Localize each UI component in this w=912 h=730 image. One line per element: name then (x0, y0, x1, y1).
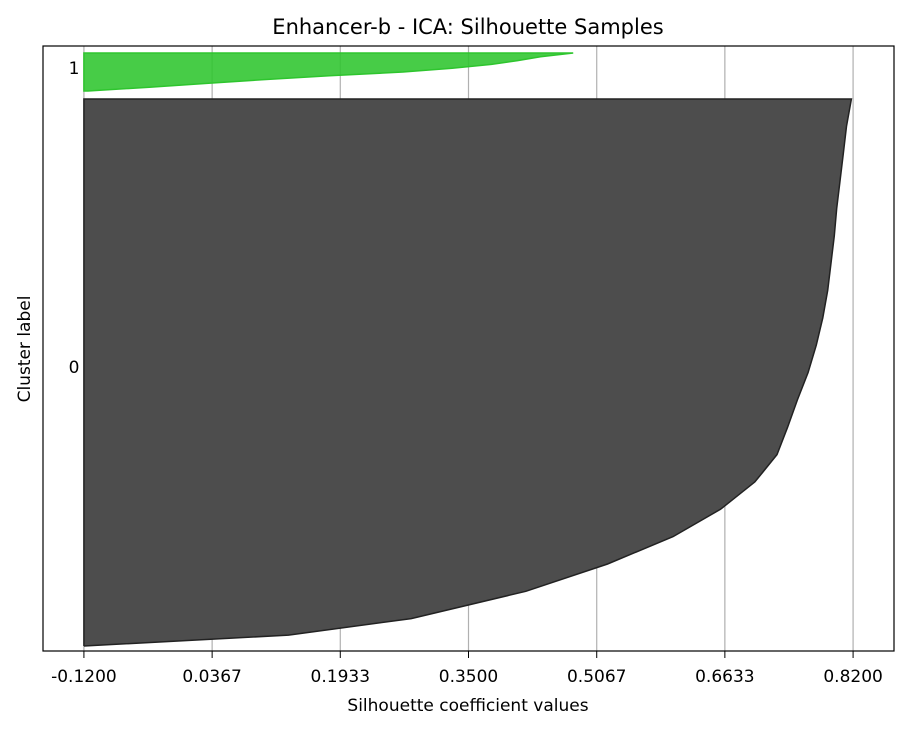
cluster-1-silhouette-area (83, 52, 574, 92)
cluster-label-1: 1 (69, 59, 80, 79)
x-tick-label: 0.3500 (439, 667, 498, 687)
cluster-0-silhouette-area (83, 98, 853, 647)
x-tick-label: -0.1200 (51, 667, 117, 687)
cluster-label-0: 0 (69, 358, 80, 378)
x-tick-label: 0.5067 (567, 667, 626, 687)
x-ticks: -0.1200 0.0367 0.1933 0.3500 0.5067 0.6633 0.8… (51, 651, 883, 687)
x-tick-label: 0.1933 (311, 667, 370, 687)
chart-title: Enhancer-b - ICA: Silhouette Samples (272, 15, 663, 39)
x-tick-label: 0.8200 (823, 667, 882, 687)
x-tick-label: 0.6633 (695, 667, 754, 687)
x-axis-label: Silhouette coefficient values (347, 696, 588, 716)
cluster-areas (83, 52, 853, 647)
y-axis-label: Cluster label (15, 296, 35, 403)
x-tick-label: 0.0367 (182, 667, 241, 687)
